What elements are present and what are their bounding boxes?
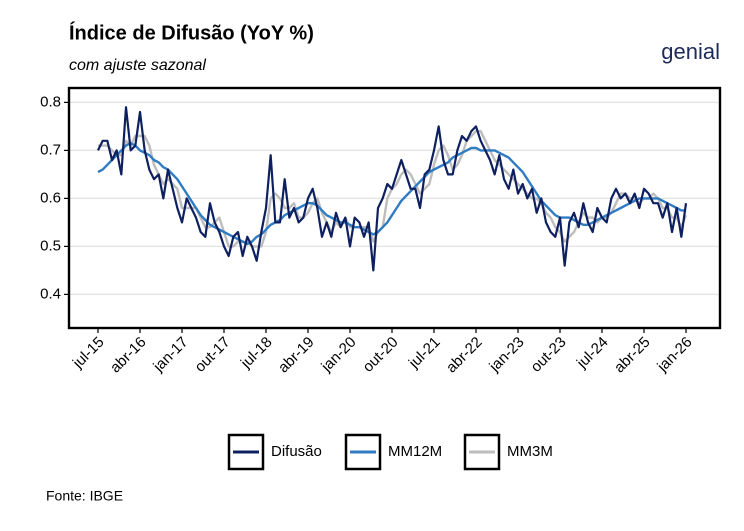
chart-subtitle: com ajuste sazonal — [69, 57, 206, 74]
plot-frame — [67, 86, 722, 330]
lines — [97, 106, 688, 272]
y-tick-label: 0.6 — [40, 189, 61, 206]
y-tick-label: 0.5 — [40, 237, 61, 254]
legend-label: Difusão — [271, 443, 322, 460]
legend-label: MM3M — [507, 443, 553, 460]
logo: genial — [661, 39, 720, 64]
y-tick-label: 0.7 — [40, 141, 61, 158]
y-tick-label: 0.8 — [40, 93, 61, 110]
legend: Difusão MM12M MM3M — [227, 433, 553, 471]
series-line — [97, 106, 688, 272]
source-note: Fonte: IBGE — [46, 488, 123, 504]
chart-title: Índice de Difusão (YoY %) — [69, 21, 314, 44]
legend-label: MM12M — [388, 443, 442, 460]
y-tick-label: 0.4 — [40, 285, 61, 302]
